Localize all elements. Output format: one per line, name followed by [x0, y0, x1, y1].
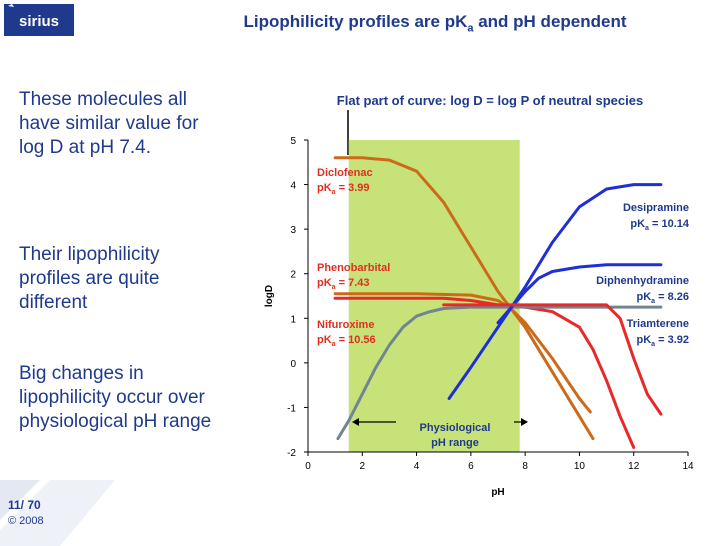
label-diphenhydramine: Diphenhydramine: [596, 275, 689, 287]
deco-shape-2: [0, 480, 115, 546]
sirius-logo: sirius: [4, 4, 74, 36]
bullet-1: These molecules all have similar value f…: [19, 89, 199, 158]
y-tick-label: 1: [290, 314, 296, 325]
x-tick-label: 10: [574, 461, 586, 472]
physiological-band: [348, 140, 520, 452]
band-arrowhead-right: [521, 418, 528, 426]
series-line-6: [442, 303, 663, 416]
pka-triamterene: pKa = 3.92: [636, 334, 689, 348]
y-tick-label: 5: [290, 136, 296, 147]
band-arrowhead-left: [352, 418, 359, 426]
x-tick-label: 8: [522, 461, 528, 472]
page-number: 11/ 70: [8, 498, 41, 512]
band-label-line1: Physiological: [420, 422, 491, 434]
y-tick-label: 2: [290, 270, 296, 281]
label-diclofenac: Diclofenac: [317, 167, 373, 179]
copyright: © 2008: [8, 515, 44, 527]
bullet-3: Big changes in lipophilicity occur over …: [19, 363, 212, 432]
x-tick-label: 4: [414, 461, 420, 472]
series-line-4: [447, 183, 663, 400]
chart-marks: [333, 156, 663, 449]
bullet-2: Their lipophilicity profiles are quite d…: [19, 244, 160, 313]
logd-chart: Flat part of curve: log D = log P of neu…: [264, 93, 694, 498]
y-tick-label: -2: [287, 448, 296, 459]
label-nifuroxime: Nifuroxime: [317, 319, 374, 331]
deco-shape-1: [0, 480, 40, 520]
title-text-end: and pH dependent: [473, 12, 627, 31]
title-text: Lipophilicity profiles are pK: [243, 12, 468, 31]
pka-diclofenac: pKa = 3.99: [317, 182, 370, 196]
pka-phenobarbital: pKa = 7.43: [317, 277, 370, 291]
series-line-0: [333, 156, 595, 441]
logo-background: [4, 4, 74, 36]
corner-decoration: [0, 480, 115, 546]
x-axis-label: pH: [491, 487, 504, 498]
x-tick-label: 6: [468, 461, 474, 472]
series-line-2: [333, 296, 636, 449]
logo-mark: [8, 4, 14, 7]
pka-desipramine: pKa = 10.14: [630, 218, 690, 232]
y-tick-label: -1: [287, 403, 296, 414]
physiological-range-label: Physiological pH range: [420, 422, 491, 449]
x-tick-label: 14: [682, 461, 694, 472]
label-desipramine: Desipramine: [623, 202, 689, 214]
band-label-line2: pH range: [431, 437, 479, 449]
x-tick-label: 0: [305, 461, 311, 472]
label-triamterene: Triamterene: [627, 318, 689, 330]
pka-nifuroxime: pKa = 10.56: [317, 334, 376, 348]
x-tick-label: 2: [360, 461, 366, 472]
y-axis-label: logD: [264, 285, 275, 307]
y-tick-label: 0: [290, 359, 296, 370]
chart-title: Flat part of curve: log D = log P of neu…: [337, 93, 643, 108]
logo-text: sirius: [19, 13, 59, 30]
pka-diphenhydramine: pKa = 8.26: [636, 291, 689, 305]
title-subscript: a: [467, 22, 474, 35]
y-tick-label: 3: [290, 225, 296, 236]
series-line-3: [336, 305, 663, 441]
slide-title: Lipophilicity profiles are pKa and pH de…: [150, 12, 720, 34]
label-phenobarbital: Phenobarbital: [317, 262, 390, 274]
y-tick-label: 4: [290, 181, 296, 192]
x-tick-label: 12: [628, 461, 640, 472]
